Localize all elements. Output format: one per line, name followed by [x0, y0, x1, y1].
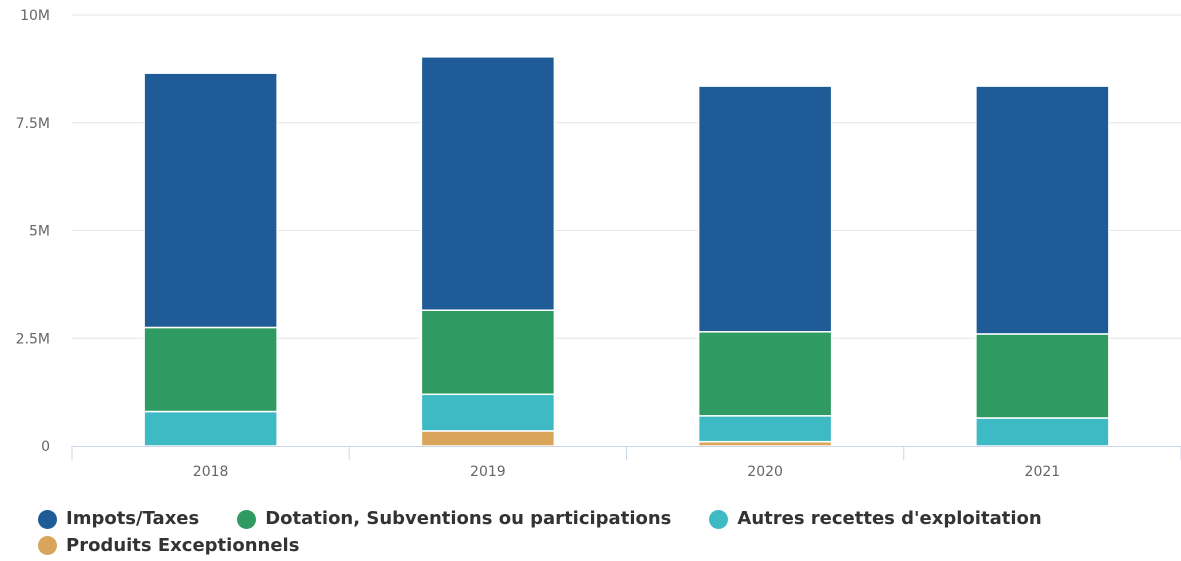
legend-label: Produits Exceptionnels — [66, 534, 300, 556]
bar-segment — [697, 415, 833, 443]
bar-segment — [420, 56, 556, 311]
x-tick-label: 2021 — [1025, 464, 1061, 480]
legend-label: Dotation, Subventions ou participations — [265, 508, 672, 529]
bar-segment — [975, 85, 1110, 335]
x-axis: 2018 2019 2020 2021 — [71, 446, 1181, 480]
legend-marker — [237, 509, 257, 529]
x-tick-label: 2020 — [747, 464, 783, 480]
y-tick-label: 5M — [29, 224, 50, 240]
legend-item[interactable]: Impots/Taxes — [38, 508, 199, 530]
bar-segment — [143, 326, 278, 413]
legend-label: Impots/Taxes — [66, 508, 200, 529]
y-tick-label: 0 — [41, 439, 50, 455]
bar-segment — [420, 309, 556, 396]
bar-segment — [975, 333, 1110, 419]
bar-segment — [975, 417, 1110, 447]
legend-item[interactable]: Autres recettes d'exploitation — [709, 508, 1042, 530]
bar-segment — [143, 72, 278, 329]
x-tick-label: 2018 — [193, 464, 229, 480]
bars — [143, 56, 1110, 447]
legend-item[interactable]: Dotation, Subventions ou participations — [237, 508, 671, 530]
y-tick-label: 10M — [20, 8, 50, 24]
legend-marker — [709, 509, 729, 529]
y-axis-ticks: 0 2.5M 5M 7.5M 10M — [16, 8, 50, 455]
y-tick-label: 7.5M — [16, 116, 50, 132]
x-tick-label: 2019 — [470, 464, 506, 480]
legend-item[interactable]: Produits Exceptionnels — [38, 535, 299, 557]
stacked-bar-chart: 0 2.5M 5M 7.5M 10M 2018 2019 2020 2021 — [16, 8, 1181, 480]
y-tick-label: 2.5M — [16, 331, 50, 347]
bar-segment — [697, 85, 833, 333]
bar-segment — [143, 410, 278, 447]
legend-marker — [38, 509, 57, 529]
bar-segment — [697, 331, 833, 417]
legend-label: Autres recettes d'exploitation — [737, 508, 1042, 529]
legend-marker — [38, 536, 57, 555]
bar-segment — [420, 393, 556, 432]
legend: Impots/Taxes Dotation, Subventions ou par… — [38, 508, 1168, 561]
bar-segment — [420, 430, 556, 447]
